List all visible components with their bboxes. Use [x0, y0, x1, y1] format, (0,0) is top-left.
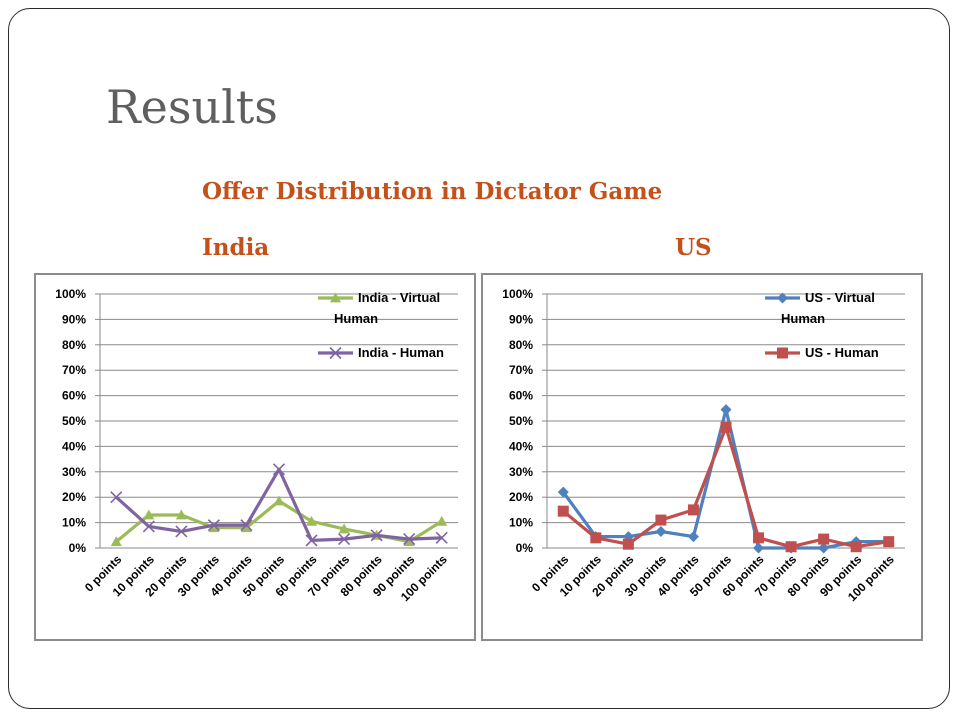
panel-label-us: US: [675, 234, 712, 261]
data-point: [273, 495, 285, 506]
data-point: [687, 531, 699, 543]
data-point: [338, 533, 351, 546]
y-tick-label: 0%: [516, 541, 534, 555]
data-point: [818, 542, 830, 554]
data-point: [110, 491, 123, 504]
legend-label: Human: [334, 311, 378, 326]
data-point: [622, 538, 634, 550]
legend-label: Human: [781, 311, 825, 326]
slide-title: Results: [106, 80, 278, 134]
data-point: [305, 534, 318, 547]
series-line: [562, 425, 889, 549]
y-tick-label: 90%: [62, 312, 86, 326]
y-tick-label: 40%: [509, 439, 533, 453]
legend-item: India - Human: [318, 345, 444, 360]
data-point: [818, 533, 830, 545]
data-point: [753, 542, 765, 554]
data-point: [110, 536, 122, 547]
y-tick-label: 50%: [62, 414, 86, 428]
y-tick-label: 100%: [502, 287, 533, 301]
data-point: [240, 522, 252, 533]
data-point: [306, 515, 318, 526]
india-chart: 0% 10% 20% 30% 40% 50% 60% 70% 80% 90% 100% 0 point…: [34, 273, 476, 641]
y-tick-label: 0%: [69, 541, 87, 555]
data-point: [753, 532, 765, 544]
legend-swatch-marker: [329, 346, 342, 360]
us-chart: 0% 10% 20% 30% 40% 50% 60% 70% 80% 90% 100% 0 point…: [481, 273, 923, 641]
data-point: [687, 504, 699, 516]
panel-label-india: India: [202, 234, 270, 261]
legend-item: US - Virtual Human: [765, 290, 875, 326]
data-point: [785, 541, 797, 553]
legend-label: India - Virtual: [358, 290, 440, 305]
y-tick-label: 80%: [62, 338, 86, 352]
y-tick-label: 30%: [509, 465, 533, 479]
data-point: [240, 519, 253, 532]
legend-item: US - Human: [765, 345, 879, 360]
y-tick-label: 10%: [509, 516, 533, 530]
y-tick-label: 100%: [55, 287, 86, 301]
data-point: [143, 509, 155, 520]
data-point: [655, 514, 667, 526]
us-chart-svg: 0%10%20%30%40%50%60%70%80%90%100%0 point…: [502, 287, 905, 604]
data-point: [175, 525, 188, 538]
data-point: [403, 536, 415, 547]
chart-heading: Offer Distribution in Dictator Game: [202, 178, 663, 205]
legend-item: India - Virtual Human: [318, 290, 440, 326]
data-point: [883, 536, 895, 548]
data-point: [272, 463, 286, 476]
legend-label: US - Human: [805, 345, 879, 360]
y-tick-label: 10%: [62, 516, 86, 530]
legend-swatch-marker: [777, 292, 788, 304]
series-india-human: [110, 463, 448, 547]
india-chart-svg: 0%10%20%30%40%50%60%70%80%90%100%0 point…: [55, 287, 458, 604]
y-tick-label: 30%: [62, 465, 86, 479]
data-point: [720, 404, 732, 416]
data-point: [655, 525, 667, 537]
legend-label: US - Virtual: [805, 290, 875, 305]
data-point: [436, 515, 448, 526]
data-point: [338, 523, 350, 534]
series-line: [115, 499, 443, 544]
legend-label: India - Human: [358, 345, 444, 360]
data-point: [142, 520, 155, 533]
data-point: [435, 531, 448, 544]
y-tick-label: 50%: [509, 414, 533, 428]
y-tick-label: 60%: [509, 389, 533, 403]
data-point: [208, 522, 220, 533]
legend-swatch-marker: [330, 292, 341, 303]
data-point: [175, 509, 187, 520]
data-point: [403, 533, 416, 546]
legend-swatch-marker: [777, 347, 788, 359]
y-tick-label: 40%: [62, 439, 86, 453]
y-tick-label: 60%: [62, 389, 86, 403]
data-point: [557, 505, 569, 517]
data-point: [370, 529, 383, 542]
y-tick-label: 70%: [509, 363, 533, 377]
series-us-human: [557, 421, 895, 553]
data-point: [590, 532, 602, 544]
data-point: [850, 541, 862, 553]
data-point: [720, 421, 732, 433]
y-tick-label: 20%: [509, 490, 533, 504]
y-tick-label: 80%: [509, 338, 533, 352]
data-point: [557, 486, 569, 498]
y-tick-label: 20%: [62, 490, 86, 504]
y-tick-label: 70%: [62, 363, 86, 377]
data-point: [207, 519, 220, 532]
y-tick-label: 90%: [509, 312, 533, 326]
